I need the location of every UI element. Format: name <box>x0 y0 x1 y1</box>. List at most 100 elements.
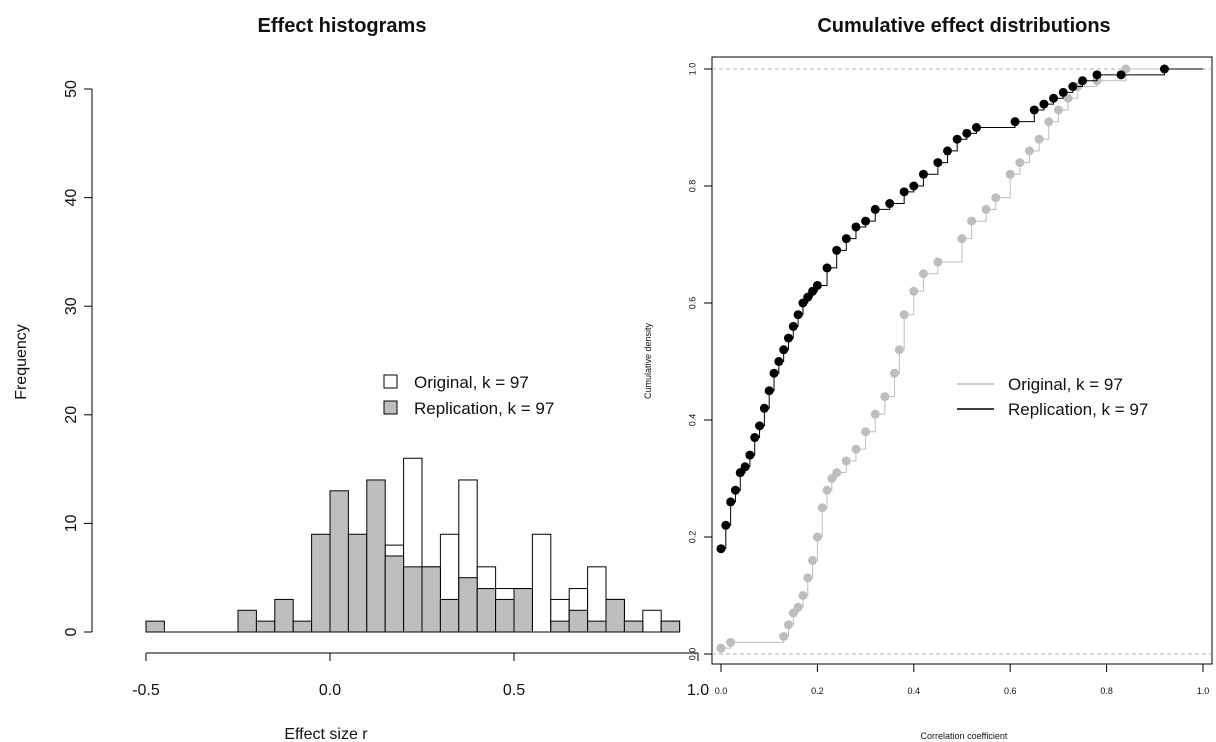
histogram-bar-replication <box>513 588 533 633</box>
cumulative-point-replication <box>962 128 972 138</box>
cumulative-point-replication <box>832 245 842 255</box>
cumulative-point-original <box>812 532 822 542</box>
cumulative-title: Cumulative effect distributions <box>817 15 1110 37</box>
cumulative-point-replication <box>1092 70 1102 80</box>
cumulative-line-original <box>721 68 1203 649</box>
cumulative-point-replication <box>952 134 962 144</box>
cumulative-point-replication <box>1116 70 1126 80</box>
cumulative-point-original <box>880 392 890 402</box>
histogram-bar-replication <box>421 566 441 633</box>
cumulative-point-replication <box>933 158 943 168</box>
cumulative-point-original <box>991 193 1001 203</box>
cumulative-y-tick-label: 0.0 <box>687 648 697 661</box>
histogram-bar-replication <box>347 533 368 633</box>
cumulative-point-replication <box>769 368 779 378</box>
cumulative-line-replication <box>721 68 1203 550</box>
cumulative-x-tick-label: 0.6 <box>1004 686 1017 696</box>
histogram-bar-replication <box>660 620 681 633</box>
cumulative-point-replication <box>783 333 793 343</box>
histogram-y-tick-label: 30 <box>63 297 80 315</box>
cumulative-point-original <box>822 485 832 495</box>
histogram-y-tick-label: 50 <box>63 80 80 98</box>
cumulative-x-tick-label: 0.2 <box>811 686 824 696</box>
cumulative-point-replication <box>943 146 953 156</box>
cumulative-x-tick-label: 1.0 <box>1197 686 1210 696</box>
histogram-bar-replication <box>237 609 257 633</box>
cumulative-y-tick-label: 0.8 <box>687 180 697 193</box>
histogram-bar-original <box>531 533 552 633</box>
cumulative-x-tick-label: 0.4 <box>908 686 921 696</box>
legend-swatch-original <box>383 374 398 389</box>
histogram-y-tick-label: 20 <box>63 406 80 424</box>
cumulative-point-replication <box>870 204 880 214</box>
cumulative-x-label: Correlation coefficient <box>921 731 1008 741</box>
cumulative-x-tick-label: 0.8 <box>1100 686 1113 696</box>
cumulative-point-replication <box>918 169 928 179</box>
legend-label-replication: Replication, k = 97 <box>414 399 554 418</box>
cumulative-point-original <box>779 631 789 641</box>
cumulative-point-replication <box>1159 64 1169 74</box>
cumulative-point-original <box>808 555 818 565</box>
cumulative-point-replication <box>745 450 755 460</box>
cumulative-point-original <box>894 345 904 355</box>
cumulative-point-replication <box>971 123 981 132</box>
cumulative-y-tick-label: 0.2 <box>687 531 697 544</box>
histogram-bar-replication <box>329 490 349 633</box>
cumulative-point-original <box>803 573 813 583</box>
histogram-x-tick-label: -0.5 <box>132 682 160 699</box>
cumulative-point-replication <box>861 216 871 226</box>
cumulative-point-replication <box>755 421 765 431</box>
histogram-title: Effect histograms <box>258 15 427 37</box>
cumulative-x-axis: 0.0 0.2 0.4 0.6 0.8 1.0 <box>715 664 1210 696</box>
histogram-bar-replication <box>274 598 294 633</box>
cumulative-point-replication <box>1058 87 1068 97</box>
cumulative-y-tick-label: 0.6 <box>687 297 697 310</box>
cumulative-point-original <box>832 468 842 478</box>
cumulative-point-original <box>841 456 851 466</box>
legend-label-original: Original, k = 97 <box>414 373 529 392</box>
histogram-bar-replication <box>495 598 515 633</box>
cumulative-point-replication <box>730 485 740 495</box>
histogram-bar-original <box>642 609 662 633</box>
cumulative-point-original <box>716 643 726 653</box>
cumulative-point-replication <box>841 234 851 244</box>
histogram-bar-replication <box>384 555 405 633</box>
histogram-y-tick-label: 10 <box>63 514 80 532</box>
cumulative-point-replication <box>885 199 895 209</box>
cumulative-point-replication <box>812 280 822 290</box>
histogram-bar-replication <box>145 620 165 633</box>
cumulative-point-replication <box>1039 99 1049 109</box>
cumulative-panel: Cumulative effect distributions 0.0 0.2 0.… <box>643 15 1213 741</box>
cumulative-point-original <box>918 269 928 279</box>
cumulative-point-replication <box>1049 93 1059 103</box>
histogram-x-axis: -0.5 0.0 0.5 1.0 <box>132 652 709 699</box>
histogram-bar-replication <box>311 533 331 633</box>
cumulative-point-replication <box>726 497 736 507</box>
histogram-bar-replication <box>605 598 625 633</box>
histogram-bars <box>145 457 681 633</box>
cumulative-point-replication <box>779 345 789 355</box>
histogram-bar-replication <box>439 598 460 633</box>
cumulative-point-original <box>783 620 793 630</box>
cumulative-point-replication <box>1078 76 1087 86</box>
cumulative-point-original <box>967 216 977 226</box>
histogram-bar-replication <box>550 620 570 633</box>
cumulative-point-replication <box>793 310 803 320</box>
cumulative-point-original <box>890 368 900 378</box>
histogram-x-tick-label: 0.5 <box>503 682 525 699</box>
histogram-x-tick-label: 0.0 <box>319 682 341 699</box>
legend-label-original: Original, k = 97 <box>1008 375 1123 394</box>
legend-label-replication: Replication, k = 97 <box>1008 400 1148 419</box>
cumulative-point-replication <box>721 520 731 530</box>
cumulative-reference-lines <box>712 68 1212 655</box>
cumulative-point-original <box>1024 146 1034 156</box>
histogram-y-tick-label: 40 <box>63 189 80 207</box>
histogram-bar-replication <box>623 620 644 633</box>
cumulative-point-original <box>981 204 991 214</box>
cumulative-point-original <box>861 427 871 437</box>
cumulative-point-original <box>1015 158 1025 168</box>
cumulative-point-original <box>793 602 803 612</box>
cumulative-point-replication <box>764 386 774 396</box>
cumulative-point-replication <box>1010 117 1020 127</box>
